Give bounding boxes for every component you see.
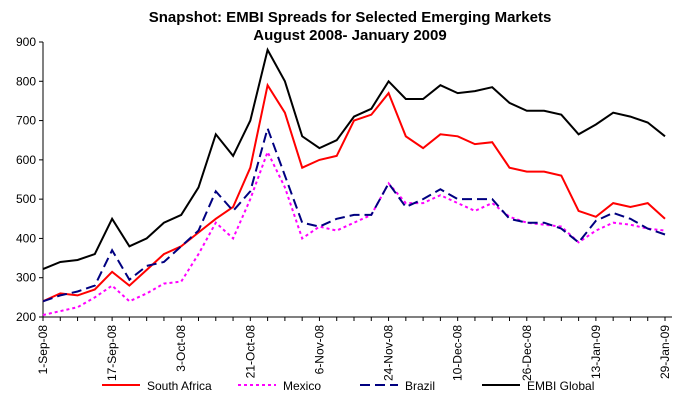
x-tick-label: 29-Jan-09: [658, 325, 672, 379]
y-tick-label: 400: [16, 231, 36, 245]
y-tick-label: 800: [16, 74, 36, 88]
series-line: [42, 82, 666, 303]
chart-title: Snapshot: EMBI Spreads for Selected Emer…: [149, 9, 552, 26]
y-tick-label: 700: [16, 114, 36, 128]
y-tick-label: 900: [16, 35, 36, 49]
legend-label: Mexico: [283, 379, 321, 393]
y-tick-label: 500: [16, 192, 36, 206]
x-tick-label: 17-Sep-08: [105, 325, 119, 381]
series-line: [42, 125, 666, 303]
series-line: [42, 149, 666, 316]
x-tick-label: 10-Dec-08: [451, 325, 465, 381]
x-tick-label: 3-Oct-08: [174, 325, 188, 372]
chart-subtitle: August 2008- January 2009: [253, 27, 446, 44]
legend-label: South Africa: [147, 379, 212, 393]
x-tick-label: 24-Nov-08: [382, 325, 396, 381]
x-tick-label: 1-Sep-08: [36, 325, 50, 375]
y-tick-label: 600: [16, 153, 36, 167]
y-tick-label: 300: [16, 271, 36, 285]
series-line: [42, 47, 666, 271]
x-tick-label: 13-Jan-09: [589, 325, 603, 379]
x-tick-label: 21-Oct-08: [243, 325, 257, 379]
x-tick-label: 6-Nov-08: [312, 325, 326, 375]
y-tick-label: 200: [16, 310, 36, 324]
x-tick-label: 26-Dec-08: [520, 325, 534, 381]
legend-label: EMBI Global: [527, 379, 594, 393]
legend-label: Brazil: [405, 379, 435, 393]
